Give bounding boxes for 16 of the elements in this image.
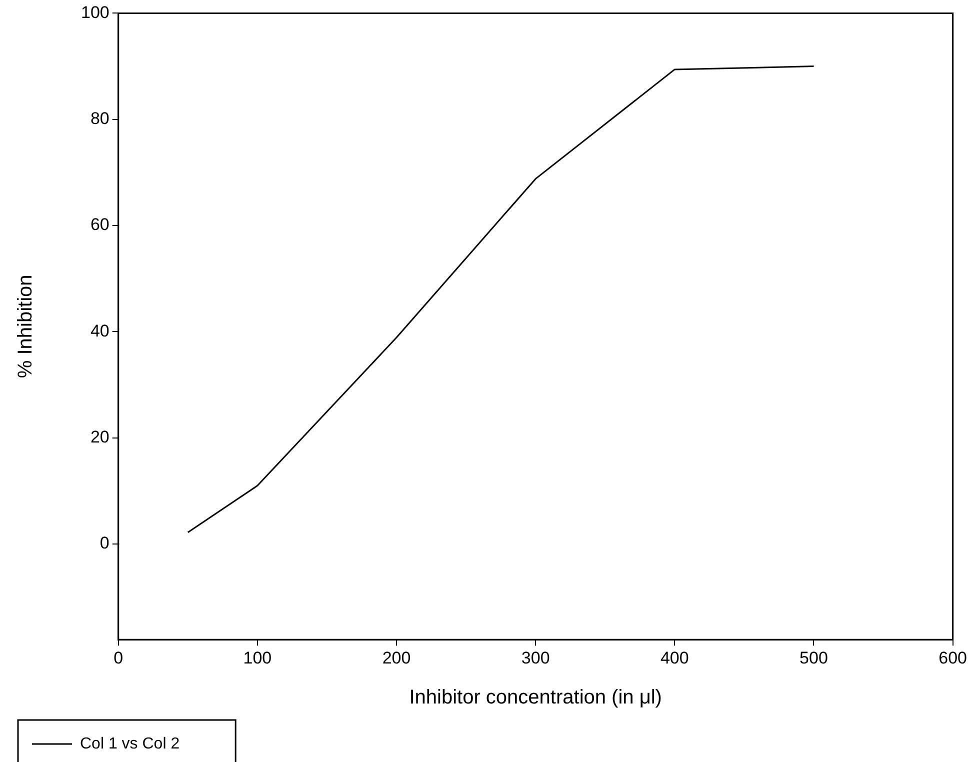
- x-tick-label: 500: [800, 648, 828, 668]
- x-tick-label: 100: [243, 648, 272, 668]
- x-tick-label: 300: [521, 648, 550, 668]
- y-tick-label: 60: [90, 215, 110, 234]
- y-tick-label: 20: [90, 428, 110, 447]
- y-tick-label: 40: [90, 321, 110, 340]
- x-tick-label: 600: [938, 648, 968, 668]
- x-tick-label: 200: [382, 648, 411, 668]
- y-tick-label: 100: [80, 2, 110, 22]
- x-axis-title: Inhibitor concentration (in μl): [409, 686, 662, 709]
- x-tick-label: 400: [660, 648, 689, 668]
- y-tick-label: 0: [100, 534, 110, 553]
- y-tick-label: 80: [90, 109, 110, 128]
- y-axis-title: % Inhibition: [14, 274, 37, 378]
- legend-label: Col 1 vs Col 2: [80, 735, 180, 752]
- x-tick-label: 0: [114, 648, 124, 668]
